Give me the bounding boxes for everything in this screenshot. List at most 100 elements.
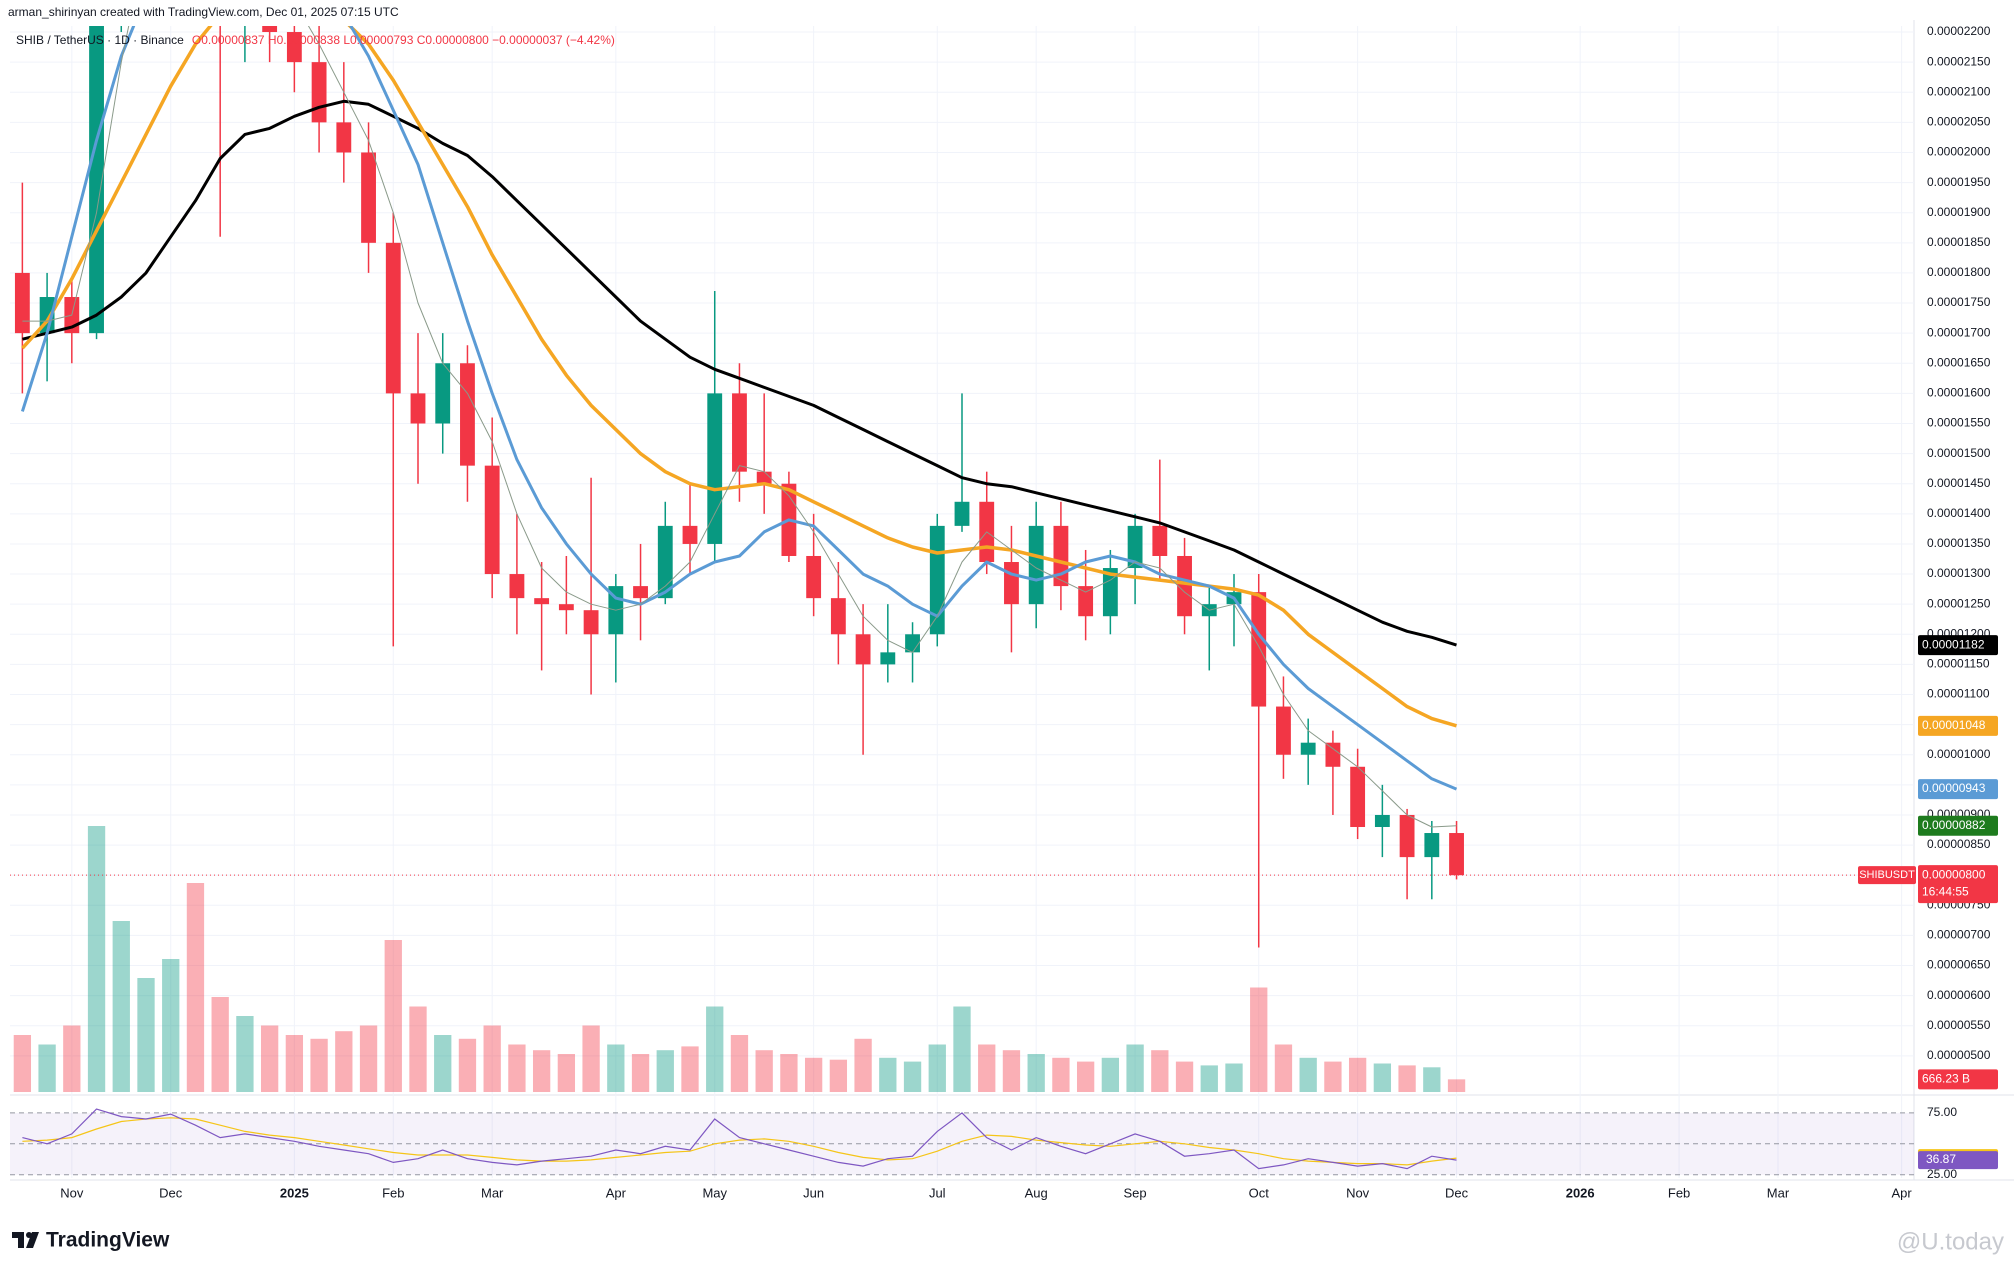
volume-bar <box>1225 1063 1243 1092</box>
volume-bar <box>928 1044 946 1092</box>
logo-mark <box>12 1232 39 1248</box>
y-tick-label: 0.00002000 <box>1927 145 1991 159</box>
x-tick-label: Nov <box>60 1185 84 1200</box>
y-tick-label: 0.00002200 <box>1927 24 1991 38</box>
x-tick-label: Oct <box>1249 1185 1270 1200</box>
candle-body <box>756 471 772 484</box>
y-tick-label: 0.00001550 <box>1927 416 1991 430</box>
candle-body <box>435 363 451 424</box>
y-tick-label: 0.00001850 <box>1927 235 1991 249</box>
candle-body <box>509 574 525 599</box>
rsi-tick-label: 75.00 <box>1927 1105 1957 1119</box>
moving-averages <box>20 26 1458 828</box>
volume-bar <box>186 883 205 1092</box>
volume-bar <box>1299 1057 1317 1092</box>
y-tick-label: 0.00000650 <box>1927 958 1991 972</box>
candle-body <box>1127 525 1143 569</box>
candle-body <box>1325 742 1341 767</box>
candle-body <box>286 32 302 63</box>
x-tick-label: Mar <box>1767 1185 1790 1200</box>
volume-bar <box>335 1031 353 1092</box>
volume-bar <box>582 1025 600 1092</box>
candle-body <box>89 26 104 334</box>
candle-body <box>657 525 673 599</box>
x-tick-label: Dec <box>159 1185 183 1200</box>
y-tick-label: 0.00002150 <box>1927 54 1991 68</box>
volume-bar <box>706 1006 724 1092</box>
candle-body <box>707 393 723 544</box>
candle-body <box>1078 586 1094 617</box>
y-tick-label: 0.00001450 <box>1927 476 1991 490</box>
volume-bar <box>978 1044 996 1092</box>
x-tick-label: Nov <box>1346 1185 1370 1200</box>
price-label: 0.00001182 <box>1922 637 1985 651</box>
volume-bar <box>162 959 180 1092</box>
candle-body <box>558 604 574 611</box>
candle-body <box>905 634 920 653</box>
volume-label: 666.23 B <box>1922 1072 1970 1086</box>
candle-body <box>262 26 278 33</box>
rsi-pane <box>10 1108 1914 1176</box>
x-tick-label: Dec <box>1445 1185 1469 1200</box>
legend-title: SHIB / TetherUS · 1D · Binance <box>16 33 184 47</box>
price-label-box <box>1918 779 1998 800</box>
volume-bar <box>1324 1061 1342 1092</box>
candle-body <box>1350 766 1366 828</box>
y-tick-label: 0.00001800 <box>1927 265 1991 279</box>
moving-average <box>20 26 1458 791</box>
legend-values: O0.00000837 H0.00000838 L0.00000793 C0.0… <box>192 33 615 47</box>
volume-bar <box>1250 987 1268 1092</box>
volume-bar <box>13 1035 32 1092</box>
brand: TradingView <box>46 1229 170 1252</box>
y-tick-label: 0.00000600 <box>1927 988 1991 1002</box>
y-tick-label: 0.00000550 <box>1927 1018 1991 1032</box>
candle-body <box>484 465 500 575</box>
volume-label-box <box>1918 1069 1998 1090</box>
countdown: 16:44:55 <box>1922 884 1969 898</box>
chart-header: arman_shirinyan created with TradingView… <box>8 5 399 19</box>
moving-average <box>22 99 1457 647</box>
price-label: 0.00000943 <box>1922 781 1986 795</box>
rsi-line <box>22 1108 1457 1170</box>
price-label: 0.00001048 <box>1922 718 1986 732</box>
rsi-band <box>10 1112 1914 1175</box>
volume-bar <box>310 1038 328 1092</box>
last-price-box <box>1918 865 1998 904</box>
volume-bar <box>285 1035 304 1092</box>
y-tick-label: 0.00001150 <box>1927 657 1990 671</box>
volume-bar <box>1348 1057 1367 1092</box>
candle-body <box>534 598 550 605</box>
candle-body <box>633 586 648 599</box>
y-tick-label: 0.00001700 <box>1927 325 1991 339</box>
moving-average <box>22 26 1457 828</box>
volume-bar <box>1200 1065 1218 1092</box>
price-label-box <box>1918 815 1998 836</box>
y-tick-label: 0.00002100 <box>1927 84 1991 98</box>
candle-body <box>583 610 599 635</box>
candle-body <box>410 393 426 424</box>
candle-body <box>1177 555 1192 617</box>
symbol-box <box>1858 866 1916 885</box>
candle-body <box>1276 706 1291 755</box>
price-tags: 0.00001182 0.00001048 0.00000943 0.00000882… <box>10 635 1998 1170</box>
rsi-label-box <box>1918 1151 1998 1170</box>
candle-body <box>1424 833 1440 858</box>
x-tick-label: Jun <box>803 1185 824 1200</box>
volume-bar <box>1274 1044 1293 1092</box>
volume-bar <box>211 997 229 1092</box>
volume-bar <box>656 1050 674 1092</box>
volume-bar <box>532 1050 551 1092</box>
volume-bar <box>38 1044 56 1092</box>
x-tick-label: Apr <box>606 1185 627 1200</box>
y-tick-label: 0.00001500 <box>1927 446 1991 460</box>
volume-bar <box>804 1057 823 1092</box>
volume-bar <box>730 1035 749 1092</box>
volume-bar <box>854 1038 872 1092</box>
rsi-ma-line <box>22 1117 1457 1166</box>
y-tick-label: 0.00001900 <box>1927 205 1991 219</box>
y-tick-label: 0.00000700 <box>1927 928 1991 942</box>
volume-bar <box>409 1006 427 1092</box>
y-tick-label: 0.00001250 <box>1927 596 1991 610</box>
